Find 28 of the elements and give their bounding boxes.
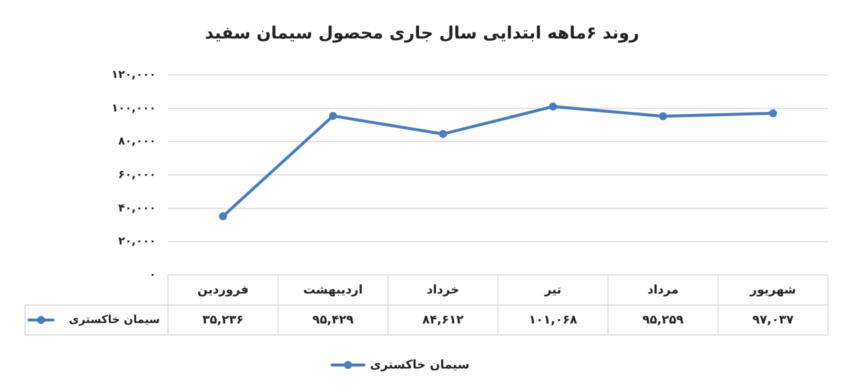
point	[549, 102, 557, 111]
x-tick-label: فروردین	[197, 282, 249, 296]
data-label: ۸۴,۶۱۲	[422, 312, 464, 326]
data-label: ۳۵,۲۳۶	[202, 312, 244, 326]
y-tick-label: ۲۰,۰۰۰	[118, 234, 156, 248]
point	[439, 130, 447, 138]
point	[659, 112, 667, 120]
y-tick-label: ۱۲۰,۰۰۰	[112, 68, 156, 82]
y-tick-label: ۶۰,۰۰۰	[118, 168, 156, 182]
data-label: ۹۷,۰۳۷	[752, 312, 794, 326]
x-tick-label: اردیبهشت	[303, 282, 363, 296]
data-label: ۹۵,۲۵۹	[642, 312, 684, 326]
point	[769, 109, 777, 118]
data-label: ۱۰۱,۰۶۸	[528, 312, 578, 326]
chart-title: روند ۶ماهه ابتدایی سال جاری محصول سیمان سفید	[204, 24, 640, 44]
legend-label: سیمان خاکستری	[68, 313, 160, 326]
data-label: ۹۵,۴۲۹	[312, 312, 354, 326]
x-tick-label: مرداد	[647, 282, 679, 296]
y-tick-label: ۰	[149, 268, 156, 282]
x-tick-label: تیر	[544, 282, 562, 296]
y-tick-label: ۱۰۰,۰۰۰	[112, 101, 156, 114]
y-tick-label: ۴۰,۰۰۰	[118, 201, 156, 214]
point	[219, 212, 227, 220]
y-tick-label: ۸۰,۰۰۰	[118, 134, 156, 148]
text: سیمان خاکستری	[370, 357, 470, 372]
x-tick-label: شهریور	[748, 282, 796, 296]
point	[329, 112, 337, 120]
x-tick-label: خرداد	[426, 282, 460, 296]
